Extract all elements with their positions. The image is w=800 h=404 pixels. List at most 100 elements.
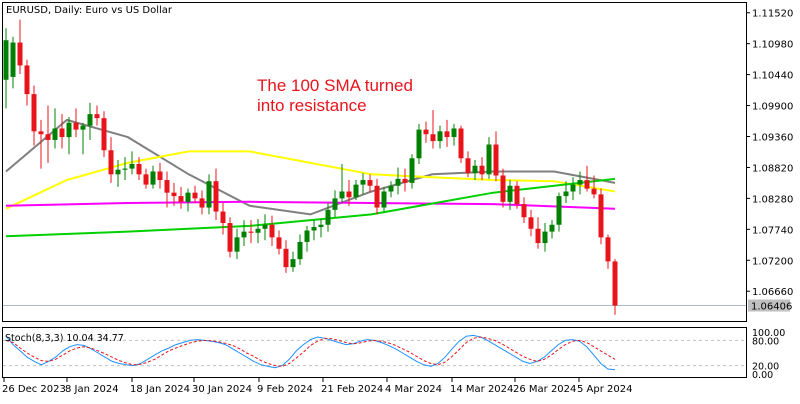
candle-body (430, 134, 436, 142)
candle-body (269, 224, 275, 238)
candle-body (339, 191, 345, 199)
candle-body (276, 237, 282, 249)
candle-body (444, 131, 450, 138)
x-tick-label: 14 Mar 2024 (450, 384, 513, 395)
x-tick-label: 9 Feb 2024 (257, 384, 313, 395)
y-tick-label: 1.07200 (752, 256, 793, 267)
candle-body (381, 191, 387, 208)
candle-body (500, 175, 506, 202)
candle-body (507, 185, 513, 202)
candle-body (514, 185, 520, 205)
candle-body (192, 192, 198, 199)
candle-body (157, 171, 163, 181)
candle-body (472, 165, 478, 174)
main-plot-frame (2, 2, 747, 322)
x-tick-label: 18 Jan 2024 (130, 384, 190, 395)
candle-body (297, 241, 303, 260)
y-tick-label: 1.11520 (752, 9, 793, 20)
candle-body (542, 231, 548, 244)
x-tick-label: 5 Apr 2024 (577, 384, 632, 395)
candle-body (108, 150, 114, 175)
candle-body (353, 184, 359, 198)
candle-body (262, 224, 268, 229)
candle-body (290, 259, 296, 268)
candle-body (367, 180, 373, 186)
candle-body (101, 118, 107, 151)
annotation-line-1: The 100 SMA turned (257, 76, 413, 95)
candle-body (17, 42, 23, 66)
x-tick-label: 21 Feb 2024 (321, 384, 383, 395)
candle-body (423, 129, 429, 135)
candle-body (493, 144, 499, 176)
y-tick-label: 1.09900 (752, 102, 793, 113)
stochastic-lines (5, 334, 616, 371)
candle-body (94, 114, 100, 119)
last-price-label: 1.06406 (751, 302, 792, 313)
candle-body (374, 185, 380, 208)
moving-averages (5, 118, 616, 238)
candle-body (31, 94, 37, 132)
candle-body (59, 128, 65, 138)
candle-body (304, 230, 310, 242)
stoch-level-label: 0.00 (752, 370, 773, 381)
y-tick-label: 1.08280 (752, 194, 793, 205)
y-tick-label: 1.09360 (752, 133, 793, 144)
candle-body (227, 223, 233, 252)
y-tick-label: 1.10440 (752, 71, 793, 82)
candle-body (241, 231, 247, 238)
y-tick-label: 1.10980 (752, 40, 793, 51)
candle-body (479, 165, 485, 175)
candle-body (311, 227, 317, 231)
candle-body (605, 237, 611, 262)
candle-body (10, 42, 16, 77)
candle-body (612, 261, 618, 306)
x-tick-label: 26 Mar 2024 (513, 384, 576, 395)
candle-body (87, 114, 93, 126)
candle-body (521, 204, 527, 218)
candle-body (143, 174, 149, 185)
candle-body (563, 191, 569, 197)
candle-body (185, 192, 191, 202)
candle-body (570, 184, 576, 192)
candles (3, 19, 618, 315)
candle-body (388, 185, 394, 192)
candle-body (38, 131, 44, 135)
chart-title: EURUSD, Daily: Euro vs US Dollar (6, 5, 173, 16)
candle-body (549, 224, 555, 232)
candle-body (213, 181, 219, 212)
candle-body (325, 209, 331, 225)
candle-body (458, 128, 464, 159)
candle-body (409, 158, 415, 183)
stoch-main-line (5, 334, 616, 371)
candle-body (437, 131, 443, 142)
annotation-line-2: into resistance (257, 96, 367, 115)
x-tick-label: 8 Jan 2024 (65, 384, 119, 395)
stoch-label: Stoch(8,3,3) 10.04 34.77 (5, 333, 124, 344)
ma-line-3 (5, 177, 616, 238)
stoch-plot-frame (2, 327, 747, 378)
candle-body (129, 164, 135, 169)
candle-body (73, 122, 79, 130)
x-tick-label: 26 Dec 2023 (2, 384, 66, 395)
last-price-box (748, 299, 790, 312)
candle-body (80, 125, 86, 130)
date-axis: 26 Dec 2023 8 Jan 2024 18 Jan 2024 30 Jan 2… (2, 377, 632, 395)
stoch-level-label: 20.00 (752, 362, 779, 373)
candle-body (535, 228, 541, 244)
ma-line-2 (5, 200, 616, 210)
candle-body (52, 128, 58, 140)
x-tick-label: 30 Jan 2024 (192, 384, 252, 395)
ma-line-1 (5, 150, 616, 210)
candle-body (178, 196, 184, 202)
y-tick-label: 1.06660 (752, 287, 793, 298)
candle-body (164, 180, 170, 193)
stoch-signal-line (5, 336, 616, 367)
x-tick-label: 4 Mar 2024 (385, 384, 442, 395)
candle-body (122, 168, 128, 170)
candle-body (465, 158, 471, 174)
candle-body (591, 188, 597, 195)
candle-body (584, 180, 590, 189)
ma-line-0 (5, 118, 616, 216)
candle-body (598, 194, 604, 238)
